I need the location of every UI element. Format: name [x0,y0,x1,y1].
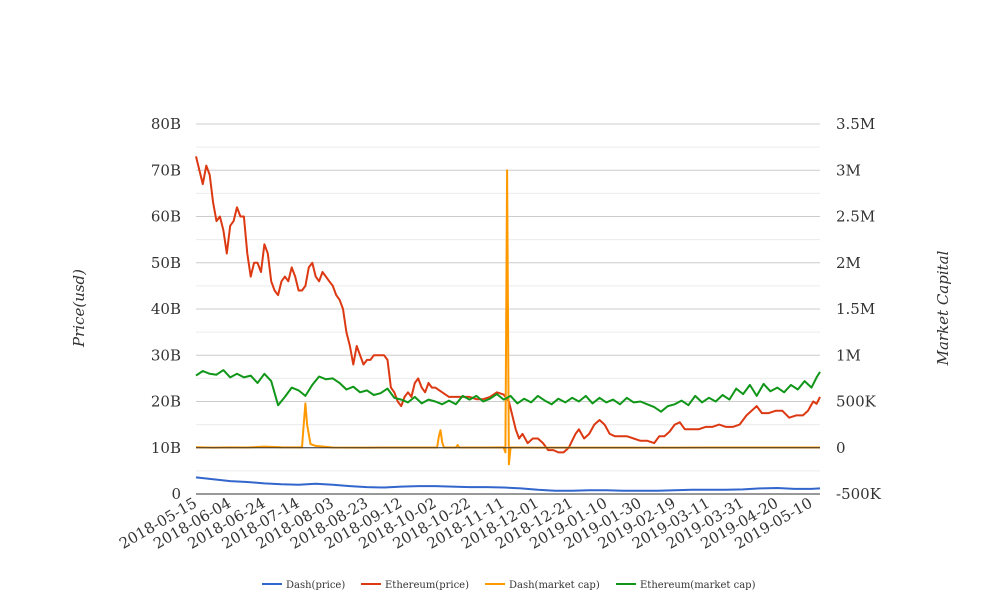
series-line-dash-market-cap [195,169,820,466]
series-line-ethereum-market-cap [195,369,821,413]
right-axis-title: Market Capital [934,250,952,366]
series-line-ethereum-price [195,156,821,454]
left-tick-label: 70B [151,161,181,179]
left-tick-label: 30B [151,346,181,364]
series-line-dash-price [195,476,821,492]
legend-label: Ethereum(market cap) [640,580,756,591]
legend-label: Ethereum(price) [385,580,469,591]
legend: Dash(price) Ethereum(price) Dash(market ca… [262,580,756,591]
left-tick-label: 80B [151,115,181,133]
left-tick-label: 10B [151,439,181,457]
series-lines [195,156,821,492]
right-tick-label: 0 [836,439,846,457]
right-tick-label: 1M [836,346,861,364]
right-tick-label: 2.5M [836,208,875,226]
left-tick-label: 50B [151,254,181,272]
right-tick-label: -500K [836,485,882,503]
right-tick-label: 2M [836,254,861,272]
right-tick-label: 1.5M [836,300,875,318]
left-tick-label: 0 [171,485,181,503]
right-tick-label: 3.5M [836,115,875,133]
left-axis-title: Price(usd) [70,269,88,348]
right-tick-label: 500K [836,393,877,411]
right-tick-label: 3M [836,161,861,179]
left-tick-label: 40B [151,300,181,318]
left-tick-label: 60B [151,208,181,226]
legend-label: Dash(price) [286,580,345,591]
left-tick-label: 20B [151,393,181,411]
legend-label: Dash(market cap) [509,580,600,591]
